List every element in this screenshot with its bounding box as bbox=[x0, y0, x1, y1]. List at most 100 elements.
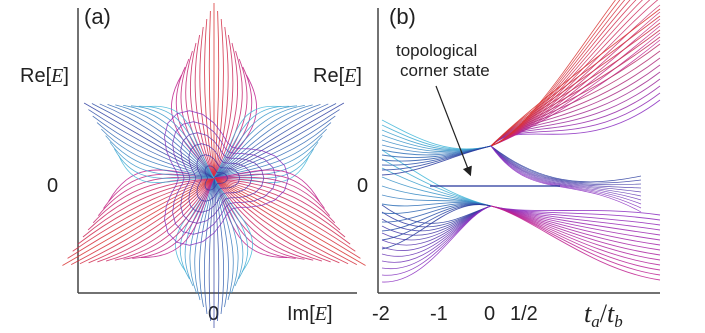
curve-a-arm bbox=[199, 26, 215, 179]
curve-a-arm bbox=[213, 177, 340, 264]
curve-a-interarm bbox=[113, 148, 215, 179]
curve-a-interarm bbox=[213, 103, 329, 179]
curve-a-interarm bbox=[118, 155, 215, 183]
curve-a-arm bbox=[140, 177, 215, 259]
curve-a-interarm bbox=[203, 177, 215, 315]
annotation-line-1: topological bbox=[396, 41, 477, 60]
curve-a-interarm bbox=[213, 177, 244, 287]
curve-a-interarm bbox=[115, 104, 215, 179]
curve-a-interarm bbox=[138, 105, 215, 179]
curve-a-interarm bbox=[213, 104, 321, 179]
curve-a-core bbox=[172, 121, 277, 235]
curve-b-middle bbox=[490, 145, 642, 189]
curve-a-arm bbox=[213, 177, 358, 266]
curve-a-arm bbox=[213, 18, 224, 179]
curve-b-left-mid bbox=[381, 204, 492, 250]
curve-a-arm bbox=[70, 177, 215, 266]
curve-a-interarm bbox=[105, 135, 215, 179]
curve-a-interarm bbox=[213, 177, 239, 294]
curve-b-upper-right-steep bbox=[490, 0, 616, 147]
curve-a-interarm bbox=[109, 141, 215, 179]
panel-a-y-tick-0: 0 bbox=[47, 175, 58, 197]
curve-a-interarm bbox=[107, 104, 215, 179]
curve-b-middle bbox=[490, 145, 642, 209]
panel-b-x-tick-0: 0 bbox=[484, 303, 495, 325]
curve-a-interarm bbox=[213, 109, 340, 179]
curve-a-interarm bbox=[96, 122, 215, 179]
curve-a-arm bbox=[67, 177, 215, 259]
curve-b-lower-right bbox=[490, 205, 661, 281]
curve-a-core bbox=[204, 165, 228, 191]
curve-a-arm bbox=[213, 177, 351, 245]
curve-b-middle bbox=[490, 145, 642, 184]
curve-a-arm bbox=[213, 10, 220, 179]
annotation-line-2: corner state bbox=[400, 61, 490, 80]
curve-a-core bbox=[164, 110, 289, 246]
panel-b-ylabel: Re[E] bbox=[313, 65, 362, 87]
curve-b-middle bbox=[490, 145, 642, 213]
curve-a-interarm bbox=[146, 105, 215, 179]
curve-a-arm bbox=[213, 26, 229, 179]
curve-b-middle bbox=[490, 145, 642, 183]
curve-a-interarm bbox=[123, 104, 215, 179]
curve-a-arm bbox=[88, 177, 215, 264]
curve-a-interarm bbox=[213, 105, 298, 179]
panel-a-label: (a) bbox=[84, 4, 111, 29]
panel-b-curves bbox=[381, 0, 661, 283]
curve-a-arm bbox=[213, 177, 366, 266]
curve-a-interarm bbox=[194, 177, 215, 301]
curve-b-lower-right bbox=[490, 205, 661, 261]
curve-a-arm bbox=[213, 169, 320, 202]
curve-a-interarm bbox=[213, 104, 305, 179]
curve-a-arm bbox=[62, 177, 215, 266]
panel-b-label: (b) bbox=[389, 4, 416, 29]
curve-a-interarm bbox=[213, 115, 336, 179]
curve-b-middle bbox=[490, 145, 642, 205]
panel-a-xlabel: Im[E] bbox=[287, 303, 333, 325]
curve-b-middle bbox=[490, 145, 642, 186]
annotation-arrow bbox=[435, 85, 472, 177]
curve-b-left-mid bbox=[381, 158, 492, 207]
curve-a-interarm bbox=[199, 177, 215, 308]
curve-a-core bbox=[180, 132, 265, 224]
curve-a-interarm bbox=[213, 177, 220, 322]
curve-a-interarm bbox=[213, 105, 282, 179]
panel-a: (a) Re[E] 0 0 Im[E] bbox=[20, 3, 366, 328]
panel-a-curves bbox=[62, 3, 366, 328]
curve-a-interarm bbox=[213, 102, 345, 179]
curve-b-left-lower bbox=[381, 205, 492, 232]
curve-a-interarm bbox=[213, 177, 229, 308]
curve-a-interarm bbox=[208, 177, 215, 322]
curve-a-interarm bbox=[99, 103, 215, 179]
panel-a-ylabel: Re[E] bbox=[20, 65, 69, 87]
curve-b-middle bbox=[490, 145, 642, 201]
panel-b: (b) Re[E] 0 -2 -1 0 1/2 ta/tb topologica… bbox=[313, 0, 661, 331]
curve-a-arm bbox=[213, 177, 356, 252]
curve-a-arm bbox=[132, 177, 215, 259]
panel-a-x-tick-0: 0 bbox=[208, 303, 219, 325]
curve-a-interarm bbox=[130, 105, 215, 179]
curve-a-arm bbox=[79, 177, 215, 265]
curve-a-interarm bbox=[213, 105, 290, 179]
curve-a-arm bbox=[72, 177, 215, 252]
curve-b-middle bbox=[490, 145, 642, 197]
curve-a-arm bbox=[77, 177, 215, 245]
curve-a-core bbox=[188, 143, 253, 213]
curve-a-interarm bbox=[88, 109, 215, 179]
curve-a-arm bbox=[208, 10, 215, 179]
panel-b-y-tick-0: 0 bbox=[357, 175, 368, 197]
curve-a-interarm bbox=[92, 115, 215, 179]
curve-a-interarm bbox=[213, 177, 225, 315]
curve-a-interarm bbox=[213, 177, 253, 273]
curve-a-interarm bbox=[213, 128, 327, 179]
curve-b-left-lower bbox=[381, 205, 492, 283]
curve-a-arm bbox=[204, 18, 215, 179]
curve-b-left-upper bbox=[381, 129, 492, 151]
curve-a-interarm bbox=[213, 103, 337, 179]
curve-a-interarm bbox=[213, 122, 332, 179]
panel-b-x-tick-neg2: -2 bbox=[372, 303, 390, 325]
curve-a-interarm bbox=[91, 103, 215, 179]
curve-a-arm bbox=[213, 177, 349, 265]
curve-a-arm bbox=[213, 173, 325, 209]
